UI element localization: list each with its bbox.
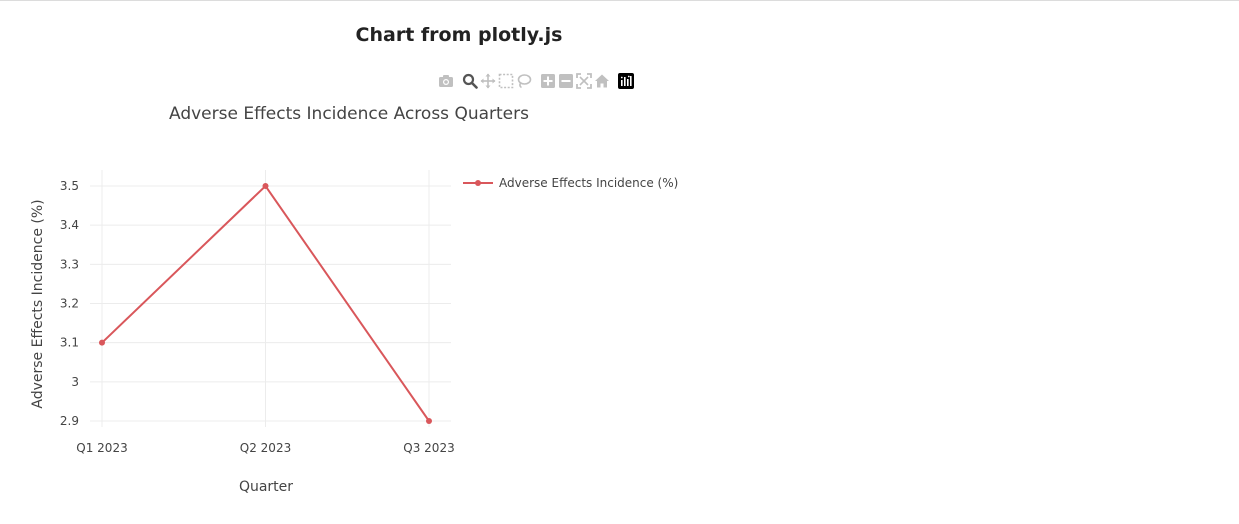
lasso-select-icon[interactable] — [515, 72, 533, 90]
y-tick-label: 3.3 — [60, 257, 79, 271]
x-tick-label: Q3 2023 — [403, 441, 454, 455]
chart-legend[interactable]: Adverse Effects Incidence (%) — [463, 176, 678, 190]
chart-grid — [90, 170, 451, 427]
data-point[interactable] — [426, 418, 432, 424]
x-axis-ticks: Q1 2023 Q2 2023 Q3 2023 — [76, 441, 454, 455]
y-axis-label: Adverse Effects Incidence (%) — [30, 199, 46, 408]
zoom-out-icon[interactable] — [557, 72, 575, 90]
chart-series — [99, 183, 432, 424]
x-tick-label: Q2 2023 — [240, 441, 291, 455]
x-tick-label: Q1 2023 — [76, 441, 127, 455]
y-tick-label: 3 — [71, 375, 79, 389]
y-tick-label: 3.5 — [60, 179, 79, 193]
line-chart[interactable]: Adverse Effects Incidence Across Quarter… — [0, 90, 720, 510]
camera-icon[interactable] — [437, 72, 455, 90]
chart-title: Adverse Effects Incidence Across Quarter… — [169, 104, 529, 124]
top-divider — [0, 0, 1239, 1]
y-tick-label: 2.9 — [60, 414, 79, 428]
y-tick-label: 3.1 — [60, 336, 79, 350]
chart-modebar — [437, 72, 635, 90]
legend-label: Adverse Effects Incidence (%) — [499, 176, 678, 190]
zoom-icon[interactable] — [461, 72, 479, 90]
legend-marker — [475, 180, 481, 186]
y-tick-label: 3.4 — [60, 218, 79, 232]
autoscale-icon[interactable] — [575, 72, 593, 90]
data-point[interactable] — [262, 183, 269, 189]
chart-container: Adverse Effects Incidence Across Quarter… — [0, 90, 720, 510]
y-axis-ticks: 2.9 3 3.1 3.2 3.3 3.4 3.5 — [60, 179, 79, 428]
box-select-icon[interactable] — [497, 72, 515, 90]
data-point[interactable] — [99, 339, 105, 346]
x-axis-label: Quarter — [239, 479, 293, 495]
plotly-logo-icon[interactable] — [617, 72, 635, 90]
page-title: Chart from plotly.js — [355, 24, 563, 46]
reset-axes-icon[interactable] — [593, 72, 611, 90]
pan-icon[interactable] — [479, 72, 497, 90]
y-tick-label: 3.2 — [60, 297, 79, 311]
zoom-in-icon[interactable] — [539, 72, 557, 90]
